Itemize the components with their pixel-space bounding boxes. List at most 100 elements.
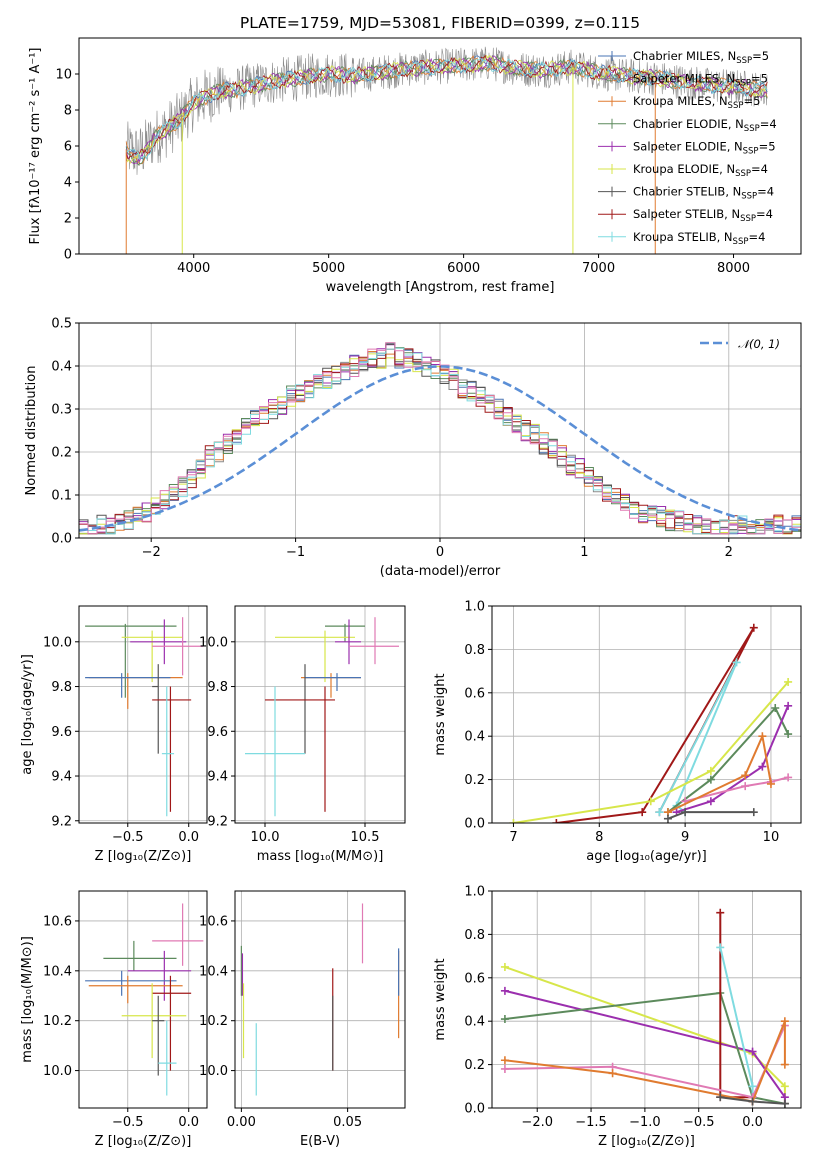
y-tick-label: 9.4 xyxy=(207,770,228,785)
y-tick-label: 0.4 xyxy=(51,360,72,375)
series-marker xyxy=(748,1047,757,1056)
y-tick-label: 0.4 xyxy=(464,730,485,745)
legend-label: Chabrier STELIB, NSSP=4 xyxy=(633,185,774,202)
legend-label: 𝒩(0, 1) xyxy=(738,337,780,351)
series-marker xyxy=(780,1017,789,1026)
x-axis-label: (data-model)/error xyxy=(380,564,501,579)
y-axis-label: mass weight xyxy=(433,673,448,755)
series-marker xyxy=(741,782,750,791)
y-tick-label: 9.2 xyxy=(51,814,72,829)
panel-weight_vs_Z: −2.0 −1.5 −1.0 −0.5 0.0 0.0 0.2 0.4 0.6 0.8 1.0 Z [… xyxy=(433,885,802,1149)
x-tick-label: −0.5 xyxy=(683,1115,715,1130)
x-axis-label: wavelength [Angstrom, rest frame] xyxy=(326,280,555,295)
x-tick-label: −0.5 xyxy=(112,830,144,845)
series-line xyxy=(667,811,754,820)
x-tick-label: 4000 xyxy=(177,261,210,276)
y-tick-label: 10.2 xyxy=(199,1014,228,1029)
series-marker xyxy=(608,1069,617,1078)
series-marker xyxy=(758,762,767,771)
panel-mass_vs_ebv: 0.00 0.05 10.0 10.2 10.4 10.6 E(B-V) xyxy=(199,890,406,1149)
x-tick-label: 2 xyxy=(725,545,733,560)
series-marker xyxy=(500,1064,509,1073)
x-axis-label: age [log₁₀(age/yr)] xyxy=(586,849,707,864)
series-marker xyxy=(741,771,750,780)
x-tick-label: −2.0 xyxy=(521,1115,553,1130)
spectrum-model-line xyxy=(125,58,768,160)
y-tick-label: 0.0 xyxy=(464,1102,485,1117)
histogram-step xyxy=(79,342,801,535)
y-axis-label: Flux [fλ10⁻¹⁷ erg cm⁻² s⁻¹ A⁻¹] xyxy=(28,48,43,245)
y-axis-label: mass weight xyxy=(433,958,448,1040)
series-line xyxy=(504,991,786,1105)
y-tick-label: 10.6 xyxy=(199,914,228,929)
series-marker xyxy=(509,819,518,823)
x-tick-label: 0.0 xyxy=(742,1115,763,1130)
series-marker xyxy=(758,732,767,741)
x-tick-label: 0.05 xyxy=(333,1115,362,1130)
spectrum-model-line xyxy=(125,54,768,164)
panel-age_vs_mass: 10.0 10.5 9.2 9.4 9.6 9.8 10.0 mass [log₁₀(M/M⊙… xyxy=(199,605,406,864)
y-tick-label: 0.6 xyxy=(464,686,485,701)
series-marker xyxy=(748,1097,757,1106)
series-marker xyxy=(500,1056,509,1065)
series-marker xyxy=(716,908,725,917)
x-axis-label: Z [log₁₀(Z/Z⊙)] xyxy=(598,1134,695,1149)
y-tick-label: 0 xyxy=(64,248,72,263)
x-tick-label: −2 xyxy=(142,545,161,560)
series-marker xyxy=(771,703,780,712)
series-marker xyxy=(749,808,758,817)
x-tick-label: 1 xyxy=(580,545,588,560)
series-marker xyxy=(784,730,793,739)
x-tick-label: 0 xyxy=(436,545,444,560)
plot-area-spectrum xyxy=(125,46,768,254)
series-marker xyxy=(655,808,664,817)
y-tick-label: 0.0 xyxy=(51,532,72,547)
plot-area-mass_vs_Z xyxy=(85,903,204,1096)
panel-age_vs_Z: −0.5 0.0 9.2 9.4 9.6 9.8 10.0 Z [log₁₀(Z/Z⊙)] ag… xyxy=(20,605,208,864)
y-tick-label: 0.3 xyxy=(51,403,72,418)
y-tick-label: 10.4 xyxy=(43,964,72,979)
plot-area-age_vs_Z xyxy=(85,617,204,817)
plot-area-residuals xyxy=(79,342,801,535)
axes-frame xyxy=(78,890,208,1109)
series-marker xyxy=(749,623,758,632)
y-tick-label: 0.8 xyxy=(464,643,485,658)
series-marker xyxy=(681,808,690,817)
series-marker xyxy=(663,814,672,823)
x-tick-label: −1.5 xyxy=(575,1115,607,1130)
y-tick-label: 9.2 xyxy=(207,814,228,829)
y-tick-label: 10.0 xyxy=(43,1064,72,1079)
x-tick-label: 7 xyxy=(509,830,517,845)
series-line xyxy=(658,661,738,813)
series-line xyxy=(556,627,755,823)
legend-label: Kroupa ELODIE, NSSP=4 xyxy=(633,162,768,179)
residuals-legend: 𝒩(0, 1) xyxy=(700,337,780,351)
x-tick-label: 10.5 xyxy=(351,830,380,845)
y-tick-label: 0.2 xyxy=(464,1058,485,1073)
legend-label: Salpeter STELIB, NSSP=4 xyxy=(633,207,773,224)
y-tick-label: 4 xyxy=(64,176,72,191)
series-line xyxy=(684,776,789,803)
panel-mass_vs_Z: −0.5 0.0 10.0 10.2 10.4 10.6 Z [log₁₀(Z/Z⊙)] ma… xyxy=(20,890,208,1149)
plot-area-weight_vs_Z xyxy=(500,908,789,1108)
series-marker xyxy=(784,677,793,686)
series-line xyxy=(667,732,772,814)
x-tick-label: −0.5 xyxy=(112,1115,144,1130)
spectrum-model-line xyxy=(125,55,768,165)
series-marker xyxy=(646,797,655,806)
x-axis-label: mass [log₁₀(M/M⊙)] xyxy=(257,849,384,864)
x-tick-label: 0.00 xyxy=(227,1115,256,1130)
y-tick-label: 10.0 xyxy=(199,1064,228,1079)
y-tick-label: 9.8 xyxy=(207,680,228,695)
plot-area-weight_vs_age xyxy=(509,623,793,823)
axes-frame xyxy=(234,890,406,1109)
series-marker xyxy=(780,1060,789,1069)
x-axis-label: E(B-V) xyxy=(300,1134,340,1149)
x-tick-label: 7000 xyxy=(582,261,615,276)
y-tick-label: 6 xyxy=(64,140,72,155)
y-tick-label: 0.2 xyxy=(51,446,72,461)
axes-frame xyxy=(78,605,208,824)
y-tick-label: 0.1 xyxy=(51,489,72,504)
legend-label: Chabrier MILES, NSSP=5 xyxy=(633,49,769,66)
series-marker xyxy=(706,775,715,784)
